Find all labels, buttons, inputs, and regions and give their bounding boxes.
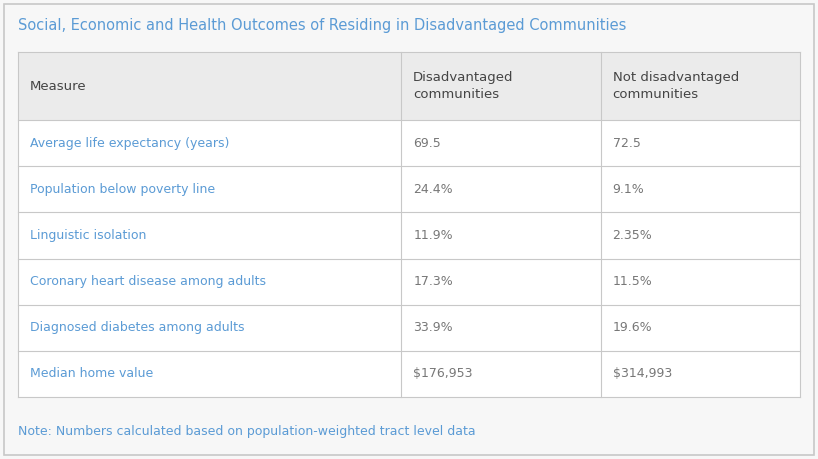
Text: $176,953: $176,953	[413, 367, 473, 381]
Text: Note: Numbers calculated based on population-weighted tract level data: Note: Numbers calculated based on popula…	[18, 425, 475, 437]
Text: Average life expectancy (years): Average life expectancy (years)	[30, 137, 229, 150]
Text: 33.9%: 33.9%	[413, 321, 453, 334]
Text: Population below poverty line: Population below poverty line	[30, 183, 215, 196]
Text: Not disadvantaged
communities: Not disadvantaged communities	[613, 71, 739, 101]
Text: Measure: Measure	[30, 79, 87, 93]
Text: 11.5%: 11.5%	[613, 275, 652, 288]
Text: Linguistic isolation: Linguistic isolation	[30, 229, 146, 242]
Text: 69.5: 69.5	[413, 137, 441, 150]
Text: $314,993: $314,993	[613, 367, 672, 381]
Text: 2.35%: 2.35%	[613, 229, 652, 242]
Text: 19.6%: 19.6%	[613, 321, 652, 334]
Text: Diagnosed diabetes among adults: Diagnosed diabetes among adults	[30, 321, 245, 334]
Text: 17.3%: 17.3%	[413, 275, 453, 288]
Bar	[18, 52, 800, 120]
Text: 11.9%: 11.9%	[413, 229, 453, 242]
Text: Median home value: Median home value	[30, 367, 153, 381]
Text: Coronary heart disease among adults: Coronary heart disease among adults	[30, 275, 266, 288]
Text: Social, Economic and Health Outcomes of Residing in Disadvantaged Communities: Social, Economic and Health Outcomes of …	[18, 18, 627, 33]
Bar	[18, 52, 800, 397]
Text: 72.5: 72.5	[613, 137, 640, 150]
Text: 24.4%: 24.4%	[413, 183, 453, 196]
Text: 9.1%: 9.1%	[613, 183, 645, 196]
Text: Disadvantaged
communities: Disadvantaged communities	[413, 71, 514, 101]
